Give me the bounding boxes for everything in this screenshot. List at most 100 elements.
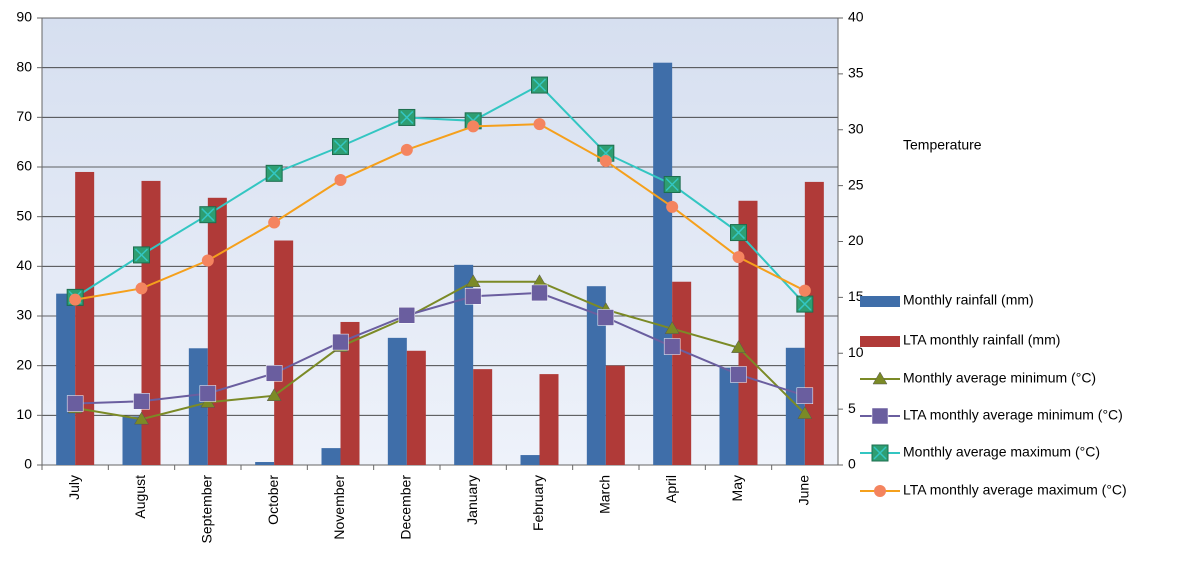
y-tick-label: 30 (16, 307, 32, 323)
marker (265, 365, 283, 382)
x-tick-label: December (398, 475, 414, 540)
marker (664, 321, 680, 334)
line (75, 280, 806, 421)
marker (334, 174, 347, 187)
y2-tick-label: 0 (848, 456, 856, 472)
marker (135, 282, 148, 295)
bar (520, 455, 540, 465)
x-tick-label: March (597, 475, 613, 514)
marker (332, 333, 349, 351)
marker-cross (532, 78, 547, 92)
legend-swatch (860, 296, 900, 307)
marker-cross (400, 110, 414, 124)
marker (871, 407, 889, 425)
bar (454, 264, 474, 465)
marker (467, 120, 480, 133)
marker (69, 293, 82, 306)
marker (599, 155, 612, 168)
bar (804, 181, 824, 465)
marker (798, 284, 811, 297)
marker (332, 138, 349, 156)
marker (400, 143, 413, 156)
marker (874, 485, 886, 497)
y-tick-label: 90 (16, 9, 32, 25)
marker (732, 251, 745, 264)
bar (75, 171, 95, 465)
marker-cross (134, 248, 149, 262)
x-tick-label: October (265, 475, 281, 525)
y2-tick-label: 35 (848, 65, 864, 81)
bar (340, 321, 360, 465)
marker (134, 411, 149, 425)
y-tick-label: 10 (16, 406, 32, 422)
marker (533, 118, 546, 131)
marker (871, 444, 889, 462)
y2-tick-label: 30 (848, 120, 864, 136)
bar (672, 281, 692, 465)
legend-label: LTA monthly rainfall (mm) (903, 332, 1060, 348)
y-tick-label: 40 (16, 257, 32, 273)
x-tick-label: February (530, 475, 546, 531)
bar (605, 365, 625, 465)
line (74, 83, 806, 305)
bar (56, 293, 76, 465)
marker (797, 406, 813, 419)
marker (265, 164, 283, 182)
bar (738, 200, 758, 466)
y2-tick-label: 15 (848, 288, 864, 304)
y2-axis-label: Temperature (903, 137, 982, 153)
marker-cross (267, 166, 281, 180)
bar (653, 62, 673, 465)
y2-tick-label: 10 (848, 344, 864, 360)
marker (731, 340, 746, 353)
x-tick-label: June (796, 475, 812, 506)
marker (398, 307, 416, 324)
bar (122, 416, 142, 465)
y2-tick-label: 25 (848, 176, 864, 192)
marker (266, 388, 282, 401)
marker (597, 309, 615, 326)
marker-cross (731, 226, 746, 240)
marker (663, 338, 681, 355)
bar (785, 347, 805, 465)
legend-label: LTA monthly average maximum (°C) (903, 482, 1127, 498)
marker (268, 216, 281, 229)
bar (539, 374, 559, 465)
legend-label: LTA monthly average minimum (°C) (903, 407, 1123, 423)
marker (199, 385, 217, 402)
marker (201, 254, 214, 267)
bar (473, 369, 493, 465)
legend-label: Monthly rainfall (mm) (903, 292, 1034, 308)
marker (796, 387, 814, 404)
marker (531, 76, 548, 94)
legend-swatch (860, 336, 900, 347)
y-tick-label: 60 (16, 158, 32, 174)
bar (255, 462, 275, 465)
marker-cross (665, 177, 679, 192)
marker-cross (873, 446, 887, 460)
y-tick-label: 70 (16, 108, 32, 124)
marker (464, 288, 482, 305)
x-tick-label: September (199, 475, 215, 544)
marker (796, 295, 814, 313)
bar (188, 348, 208, 465)
y-tick-label: 0 (24, 456, 32, 472)
bar (719, 367, 739, 465)
line (75, 123, 806, 301)
marker (133, 246, 150, 264)
bar (274, 240, 294, 465)
x-tick-label: August (132, 475, 148, 519)
x-tick-label: November (331, 475, 347, 540)
marker (730, 224, 747, 242)
y2-tick-label: 40 (848, 9, 864, 25)
bar (207, 197, 227, 465)
marker (133, 393, 150, 410)
marker (465, 274, 481, 287)
marker-cross (333, 139, 348, 154)
bar (406, 350, 426, 465)
bar (321, 448, 341, 465)
y-tick-label: 20 (16, 356, 32, 372)
marker (398, 108, 416, 126)
marker (663, 176, 681, 194)
